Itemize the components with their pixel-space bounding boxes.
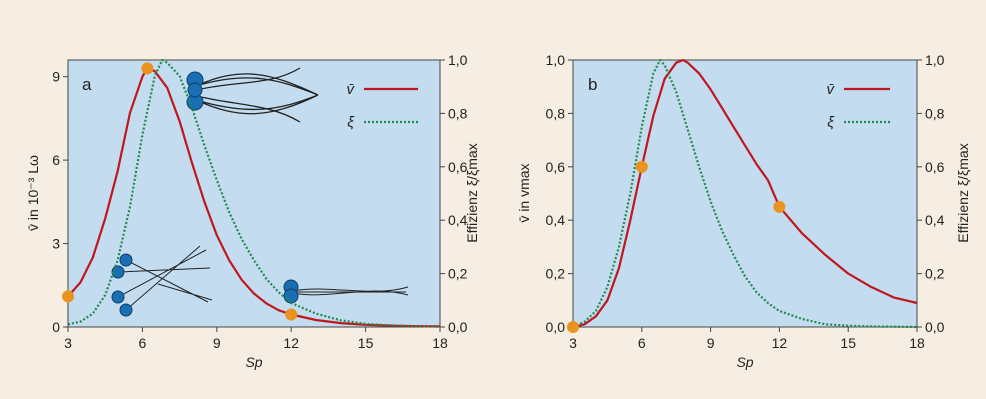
y-tick-label-left: 0,8 <box>546 105 566 121</box>
plot-area-a <box>67 59 441 328</box>
y-tick-label-left: 0,2 <box>546 266 566 282</box>
x-tick-label: 18 <box>432 335 448 351</box>
y-tick-label-right: 0,6 <box>448 159 468 175</box>
data-marker <box>141 62 154 75</box>
y-tick-label-right: 0,8 <box>925 105 945 121</box>
x-tick-label: 15 <box>358 335 374 351</box>
data-marker <box>773 200 786 213</box>
y-tick-label-left: 0 <box>52 319 60 335</box>
x-tick-label: 12 <box>283 335 299 351</box>
series-line-xi <box>67 58 441 328</box>
data-marker <box>567 321 579 333</box>
y-tick-label-right: 0,4 <box>448 212 468 228</box>
legend-label-v-a: v̄ <box>347 81 356 98</box>
series-line-v <box>572 58 918 329</box>
x-tick-label: 12 <box>772 335 788 351</box>
series-lines-b <box>572 58 918 329</box>
x-tick-label: 18 <box>909 335 925 351</box>
y-tick-label-left: 0,0 <box>546 319 566 335</box>
x-axis-title-a: Sp <box>245 354 262 370</box>
series-lines-a <box>67 58 441 328</box>
data-marker <box>62 290 74 303</box>
ticks-b: 3 6 9 12 15 180,00,20,40,60,81,00,00,20,40,60… <box>546 52 945 351</box>
x-tick-label: 15 <box>840 335 856 351</box>
x-tick-label: 3 <box>64 335 72 351</box>
series-line-xi <box>572 58 918 329</box>
plot-area-b <box>572 59 918 328</box>
legend-b: v̄ ξ <box>827 81 890 131</box>
x-tick-label: 6 <box>638 335 646 351</box>
x-axis-title-b: Sp <box>736 354 753 370</box>
x-tick-label: 3 <box>569 335 577 351</box>
y-tick-label-right: 0,2 <box>448 266 468 282</box>
legend-label-xi-a: ξ <box>347 114 355 131</box>
markers-b <box>567 160 786 333</box>
y-tick-label-left: 1,0 <box>546 52 566 68</box>
y-axis-title-left-a: v̄ in 10⁻³ Lω <box>25 155 41 231</box>
y-tick-label-left: 0,6 <box>546 159 566 175</box>
markers-a <box>62 62 298 321</box>
y-tick-label-left: 0,4 <box>546 212 566 228</box>
y-tick-label-right: 0,4 <box>925 212 945 228</box>
y-tick-label-right: 0,2 <box>925 266 945 282</box>
y-tick-label-left: 9 <box>52 69 60 85</box>
y-tick-label-left: 6 <box>52 152 60 168</box>
series-line-v <box>67 67 441 328</box>
legend-label-xi-b: ξ <box>827 114 835 131</box>
y-axis-title-right-a: Effizienz ξ/ξmax <box>464 143 480 242</box>
y-tick-label-right: 0,0 <box>448 319 468 335</box>
x-tick-label: 9 <box>213 335 221 351</box>
y-tick-label-right: 1,0 <box>448 52 468 68</box>
data-marker <box>635 160 648 173</box>
y-tick-label-right: 0,8 <box>448 105 468 121</box>
y-tick-label-right: 0,0 <box>925 319 945 335</box>
y-tick-label-left: 3 <box>52 236 60 252</box>
panel-label-b: b <box>588 75 597 94</box>
x-tick-label: 6 <box>139 335 147 351</box>
y-tick-label-right: 0,6 <box>925 159 945 175</box>
data-marker <box>285 308 298 321</box>
swimmer-illustration-top <box>186 67 319 123</box>
y-axis-title-left-b: v̄ in vmax <box>516 163 532 222</box>
legend-label-v-b: v̄ <box>827 81 836 98</box>
y-tick-label-right: 1,0 <box>925 52 945 68</box>
swimmer-illustration-flat <box>283 279 409 304</box>
y-axis-title-right-b: Effizienz ξ/ξmax <box>955 143 971 242</box>
legend-a: v̄ ξ <box>347 81 418 131</box>
chart-panel-b: 3 6 9 12 15 180,00,20,40,60,81,00,00,20,40,60… <box>516 52 971 370</box>
panel-label-a: a <box>82 75 92 94</box>
x-tick-label: 9 <box>707 335 715 351</box>
